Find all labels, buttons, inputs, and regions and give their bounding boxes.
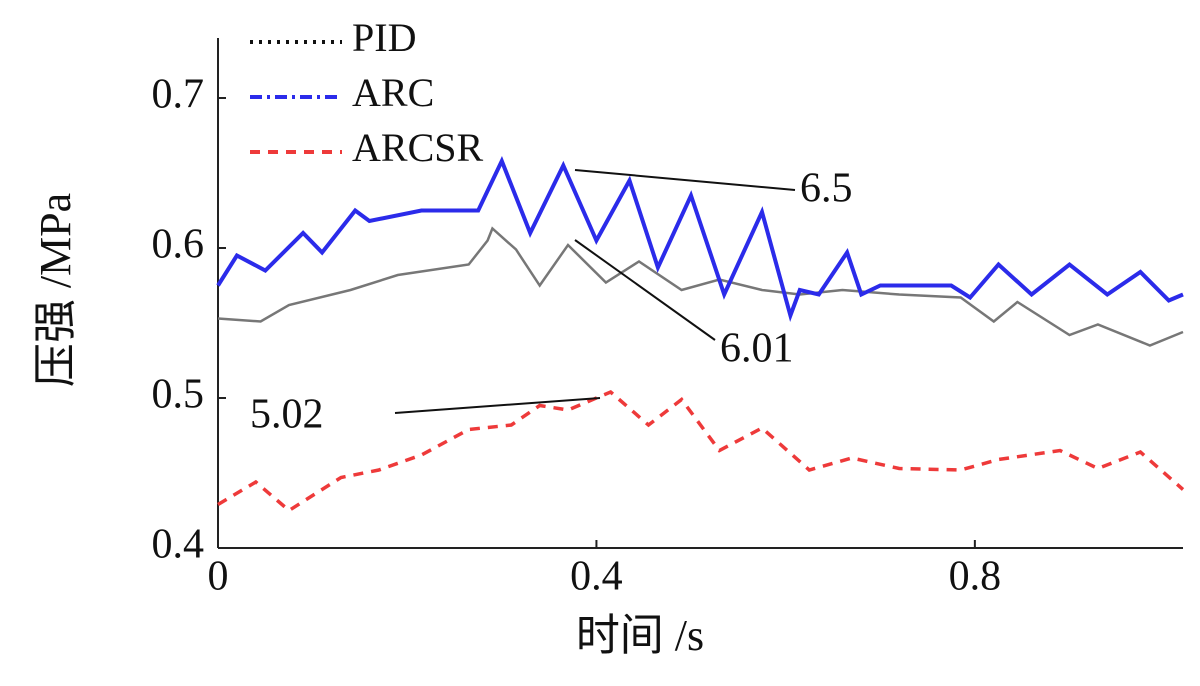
y-tick-label: 0.4 (152, 522, 205, 568)
x-tick-label: 0 (208, 554, 229, 600)
legend-label: ARC (352, 70, 434, 115)
annotation: 6.5 (800, 166, 853, 212)
annotation-leader (574, 239, 716, 341)
y-tick-label: 0.7 (152, 72, 205, 118)
data-line (216, 155, 1184, 323)
annotation: 6.01 (720, 326, 794, 372)
data-line (217, 226, 1184, 347)
annotation: 5.02 (250, 392, 324, 438)
y-axis-label: 压强 /MPa (31, 193, 80, 387)
y-tick-label: 0.6 (152, 222, 205, 268)
data-line (217, 389, 1185, 513)
x-tick-label: 0.4 (570, 554, 623, 600)
annotation-leader (394, 397, 601, 414)
legend-label: PID (352, 15, 416, 60)
x-tick-label: 0.8 (949, 554, 1002, 600)
legend-label: ARCSR (352, 125, 483, 170)
y-tick-label: 0.5 (152, 372, 205, 418)
x-axis-label: 时间 /s (576, 611, 704, 660)
annotation-leader (574, 169, 796, 191)
